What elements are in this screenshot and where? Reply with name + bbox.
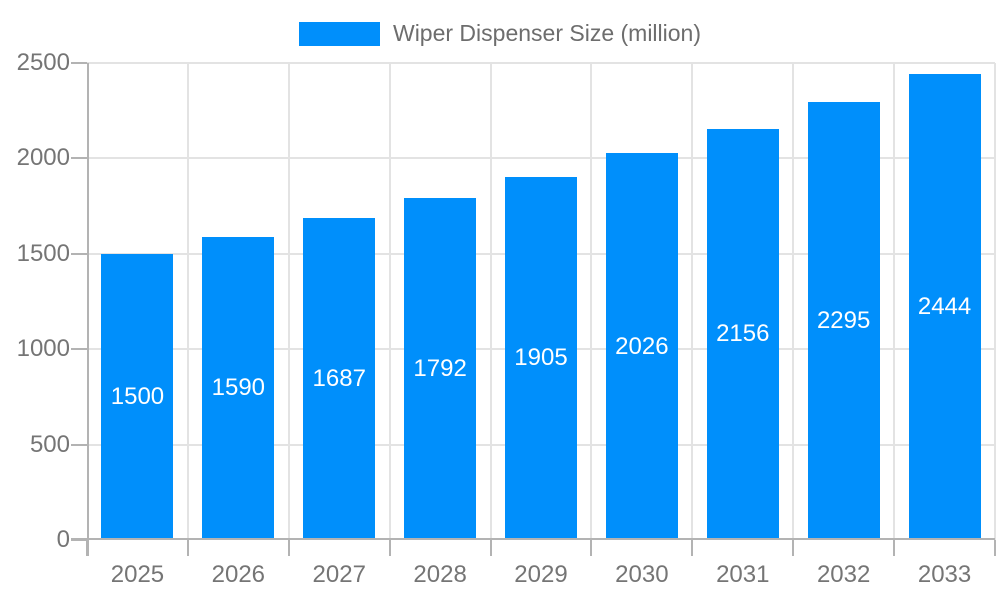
bar: 1792: [404, 198, 477, 540]
gridline-vertical: [186, 63, 189, 540]
y-axis-tick: [71, 157, 87, 160]
bar-value-label: 2295: [816, 307, 871, 335]
legend-item[interactable]: Wiper Dispenser Size (million): [298, 20, 702, 47]
gridline-horizontal: [87, 157, 995, 160]
x-axis-tick-label: 2033: [917, 561, 972, 588]
gridline-vertical: [792, 63, 795, 540]
x-axis-tick-label: 2028: [413, 561, 467, 588]
x-axis-tick: [691, 540, 694, 556]
y-axis-tick: [71, 539, 87, 541]
plot-area: 0 500 1000 1500 2000 2500 1500 2025 1590 2026 1687…: [17, 49, 996, 588]
bar: 1905: [505, 176, 577, 540]
x-axis-tick-label: 2027: [312, 561, 366, 588]
gridline-vertical: [287, 63, 290, 540]
legend-label: Wiper Dispenser Size (million): [392, 20, 702, 46]
bar-value-label: 2444: [917, 292, 972, 320]
y-axis-tick-label: 2000: [16, 144, 70, 172]
y-axis-tick-label: 2500: [16, 49, 70, 76]
x-axis-tick-label: 2029: [514, 561, 568, 588]
bar-value-label: 1905: [514, 344, 568, 372]
gridline-horizontal: [87, 62, 995, 64]
y-axis-tick: [71, 62, 87, 64]
bar-value-label: 1792: [413, 355, 467, 383]
x-axis-tick: [489, 540, 492, 556]
x-axis-tick-label: 2031: [716, 561, 770, 588]
gridline-vertical: [489, 63, 492, 540]
x-axis-tick: [287, 540, 290, 556]
x-axis-line: [71, 538, 995, 540]
gridline-vertical: [893, 63, 896, 540]
gridline-vertical: [994, 63, 996, 540]
legend: Wiper Dispenser Size (million): [0, 20, 1000, 47]
x-axis-tick-label: 2032: [816, 561, 871, 588]
gridline-vertical: [388, 63, 391, 540]
bar: 2444: [908, 73, 981, 540]
bar-value-label: 1687: [312, 365, 366, 393]
bar-value-label: 2156: [716, 320, 770, 348]
bar: 2295: [807, 102, 880, 540]
gridline-vertical: [590, 63, 593, 540]
bar-value-label: 1500: [110, 382, 165, 410]
y-axis-tick-label: 1500: [16, 239, 70, 267]
y-axis-tick-label: 500: [29, 430, 70, 458]
gridline-vertical: [691, 63, 694, 540]
bar: 1590: [202, 236, 275, 540]
x-axis-tick-label: 2026: [211, 561, 266, 588]
y-axis-line: [87, 63, 89, 556]
x-axis-tick: [893, 540, 896, 556]
x-axis-tick: [590, 540, 593, 556]
y-axis-tick: [71, 443, 87, 446]
bar: 2156: [706, 128, 779, 540]
x-axis-tick: [388, 540, 391, 556]
y-axis-tick: [71, 348, 87, 351]
bar-value-label: 1590: [211, 374, 266, 402]
y-axis-tick-label: 1000: [16, 335, 70, 363]
x-axis-tick: [186, 540, 189, 556]
bar: 2026: [605, 153, 678, 540]
bar-value-label: 2026: [615, 332, 669, 360]
x-axis-tick: [792, 540, 795, 556]
x-axis-tick-label: 2030: [615, 561, 669, 588]
x-axis-tick: [994, 540, 996, 556]
y-axis-tick-label: 0: [56, 526, 70, 553]
y-axis-tick: [71, 252, 87, 255]
bar: 1687: [303, 218, 376, 540]
bar: 1500: [101, 253, 174, 540]
x-axis-tick-label: 2025: [110, 561, 165, 588]
legend-swatch-icon: [298, 21, 380, 46]
